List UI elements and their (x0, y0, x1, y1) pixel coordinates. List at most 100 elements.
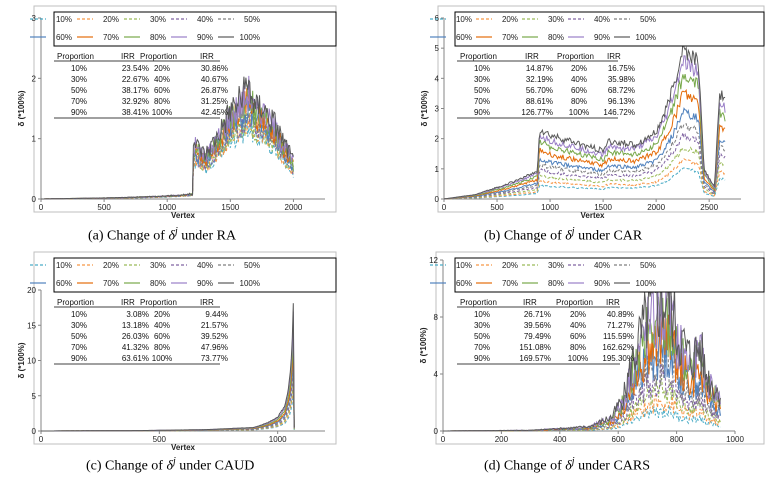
y-tick-label: 3 (435, 105, 440, 114)
table-cell: 31.25% (201, 97, 228, 106)
y-tick-label: 1 (32, 135, 37, 144)
caption-a: (a) Change of δj under RA (88, 226, 237, 244)
legend-box (454, 257, 765, 293)
x-tick-label: 500 (97, 203, 111, 212)
legend-entry: 40% (197, 261, 213, 270)
legend-entry: 60% (56, 279, 72, 288)
legend-entry: 10% (456, 15, 472, 24)
y-tick-label: 5 (435, 44, 440, 53)
table-bg (457, 296, 620, 366)
y-tick-label: 2 (32, 74, 37, 83)
table-cell: 80% (154, 97, 170, 106)
chart-b: 012345605001000150020002500Vertexδ (*100… (420, 5, 765, 220)
table-cell: 30% (474, 321, 490, 330)
legend-entry: 100% (240, 279, 260, 288)
y-axis-label: δ (*100%) (419, 327, 428, 363)
table-cell: 195.30% (602, 354, 634, 363)
table-cell: 80% (571, 97, 587, 106)
table-cell: 56.70% (526, 86, 553, 95)
table-header: IRR (607, 52, 621, 61)
series-line-30pct (443, 146, 726, 200)
table-cell: 60% (154, 332, 170, 341)
table-cell: 90% (474, 108, 490, 117)
x-axis-label: Vertex (171, 211, 196, 220)
table-cell: 39.56% (524, 321, 551, 330)
table-cell: 26.87% (201, 86, 228, 95)
table-header: Proportion (556, 298, 593, 307)
x-tick-label: 500 (153, 435, 167, 444)
table-cell: 41.32% (122, 343, 149, 352)
table-cell: 146.72% (603, 108, 635, 117)
y-tick-label: 1 (435, 165, 440, 174)
series-line-100pct (41, 303, 295, 432)
legend-box (454, 11, 765, 47)
x-tick-label: 0 (441, 435, 446, 444)
legend-entry: 50% (640, 261, 656, 270)
table-cell: 40% (154, 75, 170, 84)
y-tick-label: 3 (32, 14, 37, 23)
table-cell: 88.61% (526, 97, 553, 106)
table-cell: 20% (154, 64, 170, 73)
table-header: IRR (200, 52, 214, 61)
legend-entry: 10% (56, 15, 72, 24)
legend-entry: 20% (502, 15, 518, 24)
caption-c: (c) Change of δj under CAUD (86, 456, 255, 474)
table-cell: 30% (71, 321, 87, 330)
x-tick-label: 400 (553, 435, 567, 444)
table-cell: 100% (569, 108, 589, 117)
chart-panel-c: 0 5 10 15 20 0 500 1000 Vertex δ (*100%) 10% 20% 30%… (0, 244, 383, 489)
legend-box (53, 11, 337, 47)
table-cell: 30% (71, 75, 87, 84)
table-cell: 70% (71, 97, 87, 106)
table-cell: 10% (474, 310, 490, 319)
x-tick-label: 0 (442, 203, 447, 212)
series-line-100pct (41, 76, 294, 200)
chart-panel-a: 0 1 2 3 0 500 1000 1500 2000 Vertex δ (*100%) 10% 20… (0, 0, 383, 245)
legend-entry: 10% (456, 261, 472, 270)
table-cell: 14.87% (526, 64, 553, 73)
x-tick-label: 500 (490, 203, 504, 212)
legend-entry: 90% (197, 279, 213, 288)
table-cell: 90% (474, 354, 490, 363)
legend-entry: 100% (636, 33, 656, 42)
table-cell: 23.54% (122, 64, 149, 73)
table-cell: 47.96% (201, 343, 228, 352)
series-line-100pct (443, 269, 721, 432)
x-axis-label: Vertex (580, 211, 605, 220)
table-header: IRR (525, 52, 539, 61)
chart-a: 0 1 2 3 0 500 1000 1500 2000 Vertex δ (*100%) 10% 20… (17, 5, 337, 220)
table-cell: 10% (71, 310, 87, 319)
x-tick-label: 200 (495, 435, 509, 444)
table-header: IRR (606, 298, 620, 307)
table-cell: 50% (71, 86, 87, 95)
table-cell: 3.08% (126, 310, 149, 319)
x-tick-label: 1000 (726, 435, 744, 444)
table-cell: 100% (152, 108, 172, 117)
table-bg (457, 50, 618, 120)
y-tick-label: 0 (434, 427, 439, 436)
table-cell: 40% (571, 75, 587, 84)
table-cell: 39.52% (201, 332, 228, 341)
table-cell: 21.57% (201, 321, 228, 330)
series-line-100pct (443, 42, 726, 200)
legend-entry: 40% (197, 15, 213, 24)
chart-panel-d: 0 4 8 12 0 200 400 600 800 1000 δ (*100%) 10% 20% 30%… (384, 244, 767, 489)
legend-entry: 20% (502, 261, 518, 270)
table-bg (54, 50, 220, 120)
table-cell: 63.61% (122, 354, 149, 363)
x-tick-label: 2000 (647, 203, 665, 212)
y-axis-label: δ (*100%) (420, 90, 429, 126)
table-cell: 40.67% (201, 75, 228, 84)
table-cell: 38.41% (122, 108, 149, 117)
table-header: Proportion (557, 52, 594, 61)
table-cell: 60% (154, 86, 170, 95)
table-header: Proportion (140, 52, 177, 61)
table-cell: 90% (71, 354, 87, 363)
table-cell: 50% (71, 332, 87, 341)
series-line-60pct (443, 107, 726, 200)
table-cell: 9.44% (205, 310, 228, 319)
y-tick-label: 0 (435, 195, 440, 204)
legend-entry: 90% (594, 279, 610, 288)
table-cell: 50% (474, 86, 490, 95)
table-cell: 20% (571, 64, 587, 73)
